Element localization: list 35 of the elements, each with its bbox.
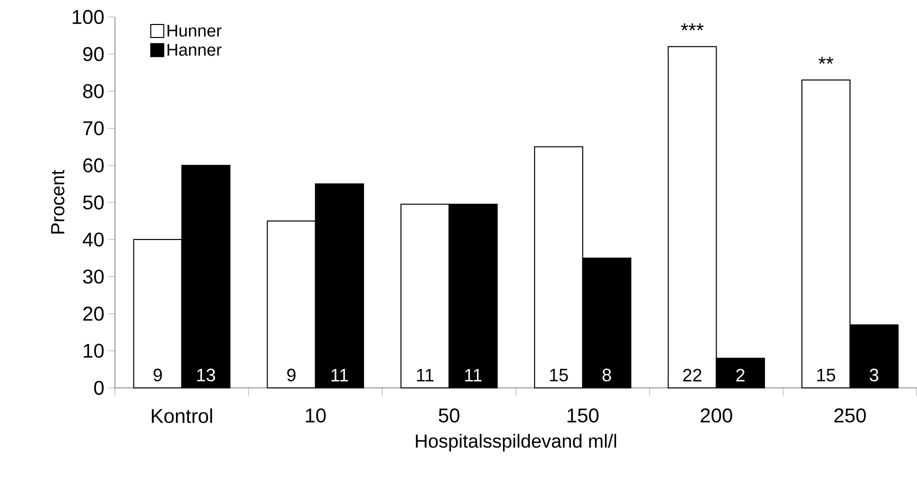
annotation: ** [818, 56, 834, 64]
annotation: 11 [332, 369, 348, 382]
annotation: 2 [736, 368, 744, 382]
y-tick-label: 20 [83, 306, 104, 321]
y-tick-label: 80 [83, 84, 104, 98]
annotation: 11 [465, 369, 482, 382]
x-tick-label: Kontrol [152, 408, 212, 424]
y-tick-label: 10 [84, 344, 104, 358]
x-tick-label: 10 [306, 408, 326, 423]
annotation: 22 [683, 368, 702, 382]
x-tick-label: 150 [568, 408, 599, 423]
annotation: 3 [870, 368, 878, 382]
x-tick-label: 200 [700, 408, 732, 423]
annotation: 8 [602, 368, 611, 382]
annotation: 11 [417, 369, 434, 382]
annotation: 15 [817, 368, 836, 382]
annotation: 9 [154, 368, 162, 382]
x-tick-label: 250 [834, 408, 866, 423]
x-axis-title: Hospitalsspildevand ml/l [416, 434, 616, 452]
legend-label: Hunner [168, 24, 222, 37]
annotation: *** [680, 24, 704, 30]
y-tick-label: 70 [83, 121, 104, 136]
annotation: 9 [287, 368, 296, 382]
y-tick-label: 40 [82, 232, 104, 247]
y-tick-label: 90 [83, 47, 104, 62]
y-tick-label: 60 [83, 158, 104, 172]
y-tick-label: 30 [83, 270, 104, 284]
x-tick-label: 50 [438, 408, 460, 423]
annotation: 15 [550, 368, 568, 382]
annotation: 13 [197, 368, 216, 382]
y-tick-label: 50 [83, 195, 104, 210]
y-axis-title: Procent [51, 170, 64, 234]
y-tick-label: 0 [94, 380, 104, 396]
y-tick-label: 100 [72, 10, 104, 24]
legend-label: Hanner [168, 44, 222, 56]
